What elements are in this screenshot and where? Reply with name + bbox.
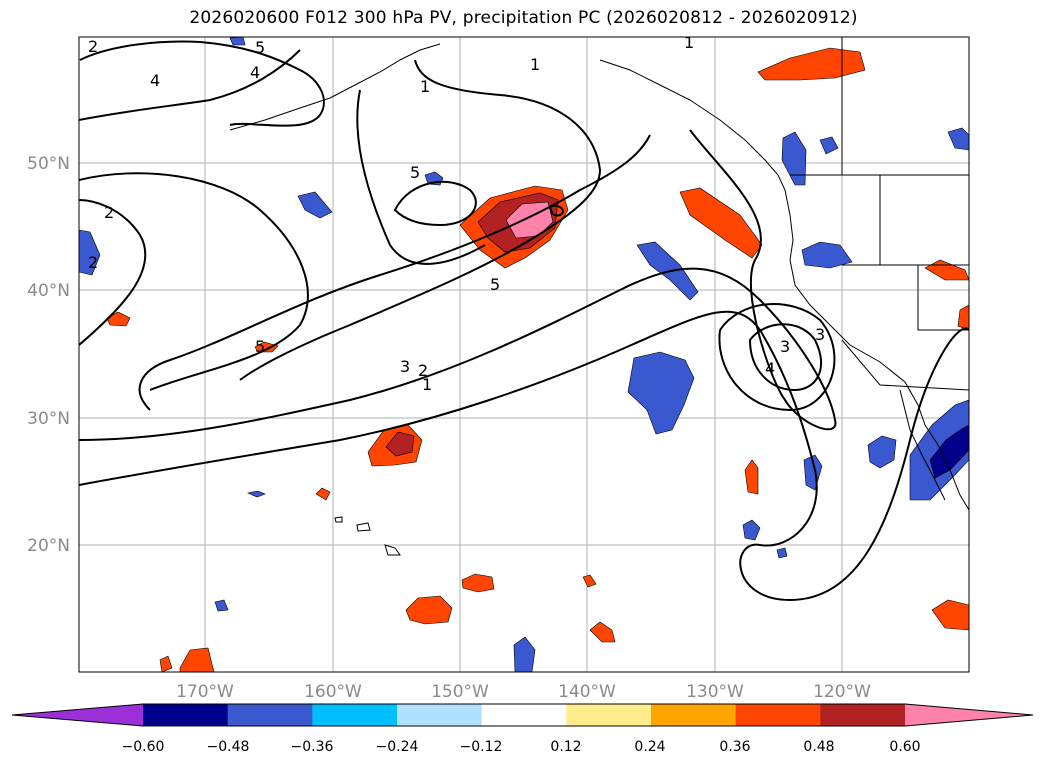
precip-blob xyxy=(929,424,969,479)
contour-label: 2 xyxy=(104,203,114,222)
colorbar-swatch xyxy=(481,704,567,726)
contour-label: 5 xyxy=(490,275,500,294)
colorbar-swatch xyxy=(397,704,483,726)
lon-axis: 170°W 160°W 150°W 140°W 130°W 120°W xyxy=(176,682,871,702)
precip-blob xyxy=(179,647,215,672)
pv-contours xyxy=(79,40,969,602)
precip-blob xyxy=(106,311,131,327)
colorbar-tick-label: −0.48 xyxy=(207,739,250,755)
map-plot-area xyxy=(79,37,969,672)
contour-label: 3 xyxy=(400,357,410,376)
contour-label: 3 xyxy=(780,337,790,356)
plot-frame xyxy=(78,36,970,673)
precip-blob xyxy=(214,599,229,612)
colorbar-swatches xyxy=(12,704,1033,726)
colorbar-swatch xyxy=(735,704,821,726)
colorbar-tick-label: −0.36 xyxy=(291,739,334,755)
contour-label: 5 xyxy=(255,38,265,57)
map-title: 2026020600 F012 300 hPa PV, precipitatio… xyxy=(189,8,858,28)
contour-label: 4 xyxy=(250,63,260,82)
contour-label: 3 xyxy=(815,325,825,344)
precip-blob xyxy=(867,435,897,469)
precip-blob xyxy=(924,259,969,281)
precip-blob xyxy=(957,304,969,331)
colorbar-extend-low xyxy=(12,704,143,726)
lat-label: 50°N xyxy=(27,154,70,174)
contour-label: 4 xyxy=(150,71,160,90)
precip-blob xyxy=(229,37,246,46)
colorbar-tick-label: 0.36 xyxy=(719,739,750,755)
colorbar-tick-label: 0.12 xyxy=(550,739,581,755)
lat-label: 20°N xyxy=(27,536,70,556)
colorbar-tick-label: −0.24 xyxy=(376,739,419,755)
precip-blob xyxy=(582,574,597,588)
graticule xyxy=(79,37,969,672)
precip-blob xyxy=(159,655,173,672)
colorbar-swatch xyxy=(651,704,737,726)
colorbar-outline xyxy=(11,703,1034,727)
contour-label: 1 xyxy=(530,55,540,74)
contour-label: 2 xyxy=(418,361,428,380)
precip-blob xyxy=(254,341,279,353)
negative-precip-blobs xyxy=(79,37,969,672)
precip-blob xyxy=(744,459,759,495)
colorbar-tick-label: −0.12 xyxy=(460,739,503,755)
precip-blob xyxy=(513,636,536,672)
contour-label: 2 xyxy=(88,37,98,56)
contour-label: 1 xyxy=(684,33,694,52)
precip-blob xyxy=(405,595,453,625)
contour-label: 1 xyxy=(422,375,432,394)
precip-blob xyxy=(947,127,969,151)
contour-label: 1 xyxy=(420,77,430,96)
precip-blob xyxy=(385,431,415,457)
lon-label: 130°W xyxy=(686,682,744,702)
colorbar-swatch xyxy=(820,704,906,726)
lat-label: 30°N xyxy=(27,409,70,429)
pv-contour-labels: 2 3 4 5 1 1 1 5 2 5 4 3 2 1 5 4 3 2 xyxy=(88,33,825,394)
precip-blob xyxy=(801,241,853,269)
colorbar-tick-label: 0.48 xyxy=(803,739,834,755)
precip-blob xyxy=(79,229,101,276)
colorbar-tick-label: −0.60 xyxy=(122,739,165,755)
lat-axis: 50°N 40°N 30°N 20°N xyxy=(27,154,70,556)
contour-label: 2 xyxy=(88,253,98,272)
lon-label: 120°W xyxy=(813,682,871,702)
precip-blob xyxy=(776,547,788,559)
precip-blob xyxy=(315,487,331,501)
precip-blob xyxy=(589,621,616,643)
colorbar-swatch xyxy=(312,704,398,726)
coastlines xyxy=(229,37,969,556)
precip-blob xyxy=(679,187,763,259)
colorbar-swatch xyxy=(566,704,652,726)
positive-precip-blobs xyxy=(106,47,969,672)
lon-label: 140°W xyxy=(558,682,616,702)
colorbar-swatch xyxy=(227,704,313,726)
lat-label: 40°N xyxy=(27,281,70,301)
lon-label: 170°W xyxy=(176,682,234,702)
precip-blob xyxy=(781,131,807,186)
precip-blob xyxy=(247,490,266,498)
precip-blob xyxy=(461,573,495,593)
colorbar-tick-label: 0.60 xyxy=(889,739,920,755)
precip-blob xyxy=(931,599,969,631)
contour-label: 5 xyxy=(410,163,420,182)
colorbar-extend-high xyxy=(905,704,1033,726)
precip-blob xyxy=(757,47,866,81)
colorbar-tick-label: 0.24 xyxy=(634,739,665,755)
colorbar: −0.60 −0.48 −0.36 −0.24 −0.12 0.12 0.24 … xyxy=(11,703,1034,755)
lon-label: 160°W xyxy=(304,682,362,702)
colorbar-swatch xyxy=(143,704,229,726)
precip-blob xyxy=(742,519,761,541)
contour-label: 4 xyxy=(765,359,775,378)
contour-label: 5 xyxy=(255,337,265,356)
lon-label: 150°W xyxy=(431,682,489,702)
colorbar-ticks: −0.60 −0.48 −0.36 −0.24 −0.12 0.12 0.24 … xyxy=(122,739,921,755)
precip-blob xyxy=(297,191,333,219)
precip-blob xyxy=(819,136,839,155)
precip-blob xyxy=(627,351,695,435)
